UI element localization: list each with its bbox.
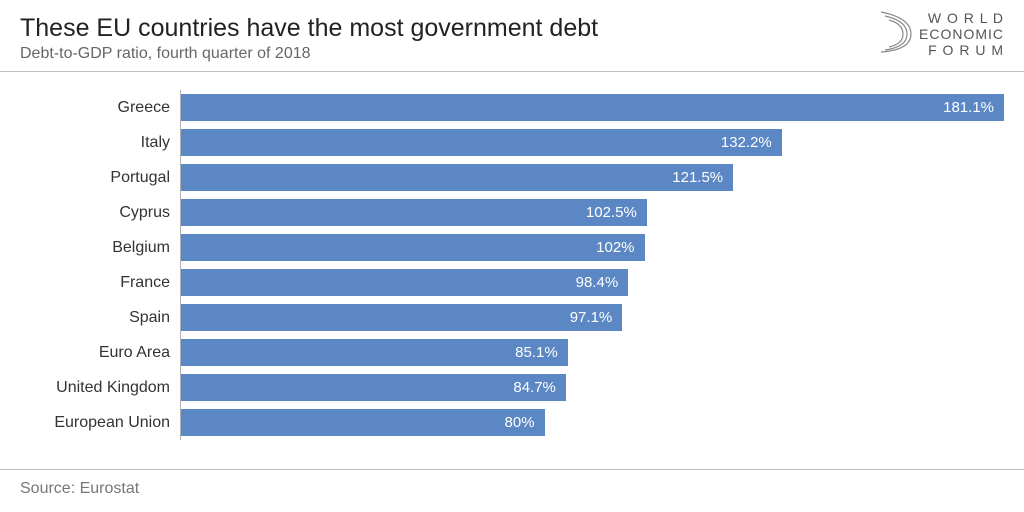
bar-value: 181.1% (943, 99, 994, 116)
chart-header: W O R L D ECONOMIC F O R U M These EU co… (0, 0, 1024, 72)
bar: 102.5% (181, 199, 647, 226)
bar-value: 80% (505, 414, 535, 431)
bar-track: 121.5% (180, 160, 1004, 195)
bar: 132.2% (181, 129, 782, 156)
bar: 121.5% (181, 164, 733, 191)
chart-source: Source: Eurostat (0, 469, 1024, 512)
logo-line1: W O R L D (919, 10, 1004, 26)
bar: 98.4% (181, 269, 628, 296)
bar: 80% (181, 409, 545, 436)
logo-line2: ECONOMIC (919, 26, 1004, 42)
category-label: Spain (20, 309, 180, 327)
bar-row: European Union 80% (20, 405, 1004, 440)
bar-track: 84.7% (180, 370, 1004, 405)
bar-row: Italy 132.2% (20, 125, 1004, 160)
bar-value: 98.4% (576, 274, 619, 291)
bar-value: 97.1% (570, 309, 613, 326)
bar-track: 102% (180, 230, 1004, 265)
chart-subtitle: Debt-to-GDP ratio, fourth quarter of 201… (20, 45, 1004, 63)
bar-row: Euro Area 85.1% (20, 335, 1004, 370)
chart-title: These EU countries have the most governm… (20, 14, 1004, 43)
bar-track: 85.1% (180, 335, 1004, 370)
bar-row: Portugal 121.5% (20, 160, 1004, 195)
bar-track: 102.5% (180, 195, 1004, 230)
category-label: Italy (20, 134, 180, 152)
bar-track: 98.4% (180, 265, 1004, 300)
bar-row: Cyprus 102.5% (20, 195, 1004, 230)
logo-line3: F O R U M (919, 42, 1004, 58)
logo-curves-icon (877, 10, 915, 57)
bar: 102% (181, 234, 645, 261)
bar-track: 80% (180, 405, 1004, 440)
bar: 181.1% (181, 94, 1004, 121)
category-label: Euro Area (20, 344, 180, 362)
bar-value: 84.7% (513, 379, 556, 396)
bar: 84.7% (181, 374, 566, 401)
bar-value: 102% (596, 239, 634, 256)
bar-value: 85.1% (515, 344, 558, 361)
category-label: Cyprus (20, 204, 180, 222)
bar: 85.1% (181, 339, 568, 366)
category-label: Belgium (20, 239, 180, 257)
bar-track: 132.2% (180, 125, 1004, 160)
bar-value: 102.5% (586, 204, 637, 221)
bar-value: 132.2% (721, 134, 772, 151)
category-label: Portugal (20, 169, 180, 187)
bar-track: 97.1% (180, 300, 1004, 335)
bar-row: United Kingdom 84.7% (20, 370, 1004, 405)
bar-row: Belgium 102% (20, 230, 1004, 265)
bar: 97.1% (181, 304, 622, 331)
bar-track: 181.1% (180, 90, 1004, 125)
category-label: France (20, 274, 180, 292)
bar-value: 121.5% (672, 169, 723, 186)
wef-logo: W O R L D ECONOMIC F O R U M (877, 10, 1004, 58)
bar-row: Greece 181.1% (20, 90, 1004, 125)
category-label: European Union (20, 414, 180, 432)
chart-area: Greece 181.1% Italy 132.2% Portugal 121.5% Cyp… (0, 72, 1024, 440)
bar-row: Spain 97.1% (20, 300, 1004, 335)
bar-row: France 98.4% (20, 265, 1004, 300)
category-label: United Kingdom (20, 379, 180, 397)
category-label: Greece (20, 99, 180, 117)
